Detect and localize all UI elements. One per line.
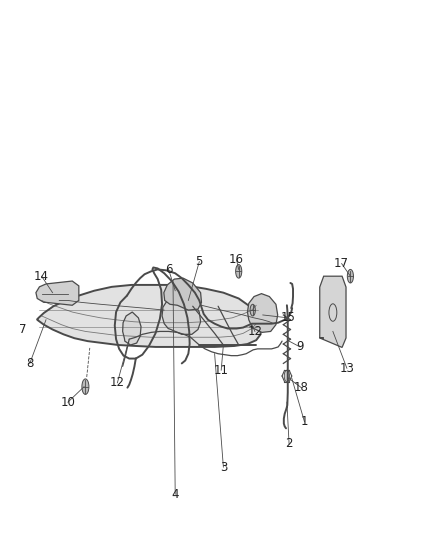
Text: 9: 9	[296, 341, 304, 353]
Polygon shape	[247, 294, 278, 333]
Text: 4: 4	[171, 488, 179, 500]
Text: 13: 13	[339, 362, 354, 375]
Text: 3: 3	[220, 461, 227, 474]
Text: 16: 16	[229, 253, 244, 266]
Text: 17: 17	[334, 257, 349, 270]
Text: 1: 1	[300, 415, 308, 428]
Polygon shape	[320, 276, 346, 348]
Circle shape	[284, 370, 290, 382]
Text: 7: 7	[19, 323, 27, 336]
Text: 6: 6	[165, 263, 173, 276]
Circle shape	[250, 304, 255, 316]
Circle shape	[347, 269, 353, 283]
Text: 12: 12	[247, 325, 262, 338]
Text: 10: 10	[60, 395, 75, 409]
Polygon shape	[123, 312, 141, 345]
Text: 14: 14	[34, 270, 49, 282]
Text: 5: 5	[196, 255, 203, 268]
Polygon shape	[164, 278, 201, 310]
Circle shape	[82, 379, 89, 394]
Text: 18: 18	[294, 381, 309, 394]
Text: 15: 15	[281, 311, 296, 325]
Polygon shape	[37, 285, 261, 347]
Text: 8: 8	[26, 357, 33, 370]
Polygon shape	[36, 281, 79, 305]
Text: 11: 11	[214, 364, 229, 377]
Polygon shape	[162, 297, 201, 334]
Text: 12: 12	[110, 376, 125, 389]
Circle shape	[236, 264, 242, 278]
Text: 2: 2	[285, 438, 293, 450]
